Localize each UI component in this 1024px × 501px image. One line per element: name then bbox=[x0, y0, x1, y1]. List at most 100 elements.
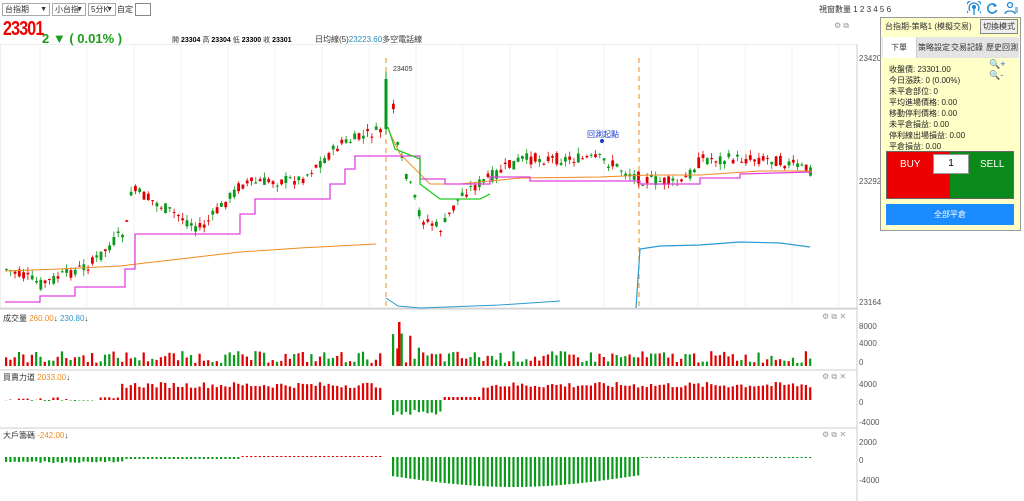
volume-bar bbox=[353, 361, 356, 366]
candle-body bbox=[361, 135, 365, 139]
volume-bar bbox=[602, 357, 605, 366]
buysell-bar bbox=[783, 384, 786, 400]
buysell-bar bbox=[417, 400, 420, 413]
period-select[interactable]: 5分K ▼ bbox=[88, 3, 116, 16]
candle-body bbox=[533, 153, 537, 162]
price-chart[interactable] bbox=[0, 44, 880, 501]
close-all-button[interactable]: 全部平倉 bbox=[886, 204, 1014, 225]
price-axis-mid: 23292 bbox=[859, 177, 882, 186]
tab-backtest[interactable]: 歷史回測 bbox=[986, 43, 1018, 52]
buysell-bar bbox=[336, 385, 339, 400]
buysell-panel-controls[interactable]: ⚙ ⧉ ✕ bbox=[822, 372, 847, 381]
volume-bar bbox=[619, 357, 623, 366]
bigplayer-bar bbox=[796, 457, 799, 458]
candle-body bbox=[486, 173, 490, 178]
candle-body bbox=[30, 275, 34, 280]
buysell-bar bbox=[723, 385, 726, 400]
volume-bar bbox=[159, 357, 162, 366]
volume-bar bbox=[697, 362, 700, 366]
volume-bar bbox=[447, 353, 451, 366]
ma-orange-1 bbox=[4, 243, 377, 272]
tab-strategy[interactable]: 策略設定 bbox=[918, 43, 950, 52]
candle-body bbox=[22, 272, 25, 279]
window-count-selector[interactable]: 視窗數量 1 2 3 4 5 6 bbox=[819, 5, 892, 14]
bigplayer-bar bbox=[336, 456, 339, 457]
candle-body bbox=[73, 269, 77, 275]
volume-bar bbox=[404, 362, 408, 366]
tab-order[interactable]: 下單 bbox=[891, 43, 907, 52]
user-settings-icon[interactable] bbox=[1004, 1, 1018, 15]
bigplayer-bar bbox=[26, 457, 29, 462]
buysell-bar bbox=[753, 386, 756, 400]
bigplayer-bar bbox=[177, 457, 180, 459]
bigplayer-bar bbox=[164, 457, 167, 459]
buysell-bar bbox=[748, 385, 752, 400]
candle-body bbox=[52, 275, 56, 284]
bigplayer-bar bbox=[78, 457, 81, 463]
buysell-bar bbox=[361, 383, 365, 400]
candle-body bbox=[413, 194, 417, 198]
tab-trades[interactable]: 交易記錄 bbox=[951, 43, 983, 52]
switch-mode-button[interactable]: 切換模式 bbox=[980, 19, 1018, 34]
bigplayer-bar bbox=[804, 457, 807, 458]
bigplayer-bar bbox=[645, 457, 648, 458]
bigplayer-bar bbox=[142, 457, 145, 459]
candle-body bbox=[69, 270, 73, 278]
buysell-bar bbox=[43, 400, 46, 401]
candle-body bbox=[589, 154, 593, 156]
candle-body bbox=[499, 169, 503, 173]
buysell-bar bbox=[379, 387, 382, 400]
volume-bar bbox=[366, 359, 369, 366]
volume-bar bbox=[52, 360, 55, 366]
candle-body bbox=[60, 271, 64, 273]
volume-bar bbox=[757, 352, 760, 366]
volume-bar bbox=[224, 354, 227, 366]
buysell-bar bbox=[555, 384, 558, 400]
candle-body bbox=[409, 181, 412, 183]
volume-bar bbox=[576, 357, 580, 366]
bigplayer-bar bbox=[602, 457, 605, 481]
bigplayer-bar bbox=[611, 457, 614, 480]
candle-body bbox=[744, 159, 748, 164]
candle-body bbox=[761, 156, 765, 161]
custom-input[interactable] bbox=[135, 3, 151, 16]
bigplayer-bar bbox=[168, 457, 171, 459]
contract-select[interactable]: 小台指 ▼ bbox=[52, 3, 86, 16]
buysell-bar bbox=[572, 387, 575, 400]
volume-bar bbox=[228, 352, 231, 366]
buysell-bar bbox=[263, 385, 266, 400]
buysell-bar bbox=[602, 383, 605, 400]
bigplayer-bar bbox=[224, 457, 227, 459]
volume-bar bbox=[297, 353, 300, 366]
bigplayer-bar bbox=[486, 457, 489, 487]
volume-panel-controls[interactable]: ⚙ ⧉ ✕ bbox=[822, 312, 847, 321]
candlesticks bbox=[5, 72, 812, 291]
quantity-input[interactable]: 1 bbox=[933, 154, 969, 174]
candle-body bbox=[254, 182, 258, 184]
bigplayer-bar bbox=[86, 457, 89, 462]
buysell-bar bbox=[521, 383, 524, 400]
buysell-bar bbox=[314, 385, 317, 400]
volume-bar bbox=[177, 360, 180, 366]
volume-bar bbox=[314, 361, 317, 366]
candle-body bbox=[667, 176, 670, 185]
bigplayer-panel-controls[interactable]: ⚙ ⧉ ✕ bbox=[822, 430, 847, 439]
buysell-bar bbox=[198, 386, 201, 400]
volume-bar bbox=[499, 352, 502, 366]
buysell-bar bbox=[56, 397, 59, 400]
candle-body bbox=[581, 158, 584, 160]
candle-body bbox=[740, 161, 744, 163]
candle-body bbox=[787, 161, 791, 166]
symbol-select[interactable]: 台指期 ▼ bbox=[2, 3, 50, 16]
broadcast-icon[interactable] bbox=[967, 1, 981, 15]
volume-bar bbox=[637, 357, 640, 366]
volume-bar bbox=[275, 361, 279, 366]
bigplayer-bar bbox=[361, 456, 365, 457]
zoom-icons[interactable]: 🔍+ 🔍- bbox=[989, 59, 1006, 80]
refresh-icon[interactable] bbox=[985, 1, 999, 15]
volume-bar bbox=[142, 352, 145, 366]
volume-bar bbox=[108, 354, 111, 366]
chart-settings-icon[interactable]: ⚙ ⧉ bbox=[834, 21, 850, 30]
buysell-bar bbox=[460, 397, 463, 400]
volume-bar bbox=[69, 360, 72, 366]
